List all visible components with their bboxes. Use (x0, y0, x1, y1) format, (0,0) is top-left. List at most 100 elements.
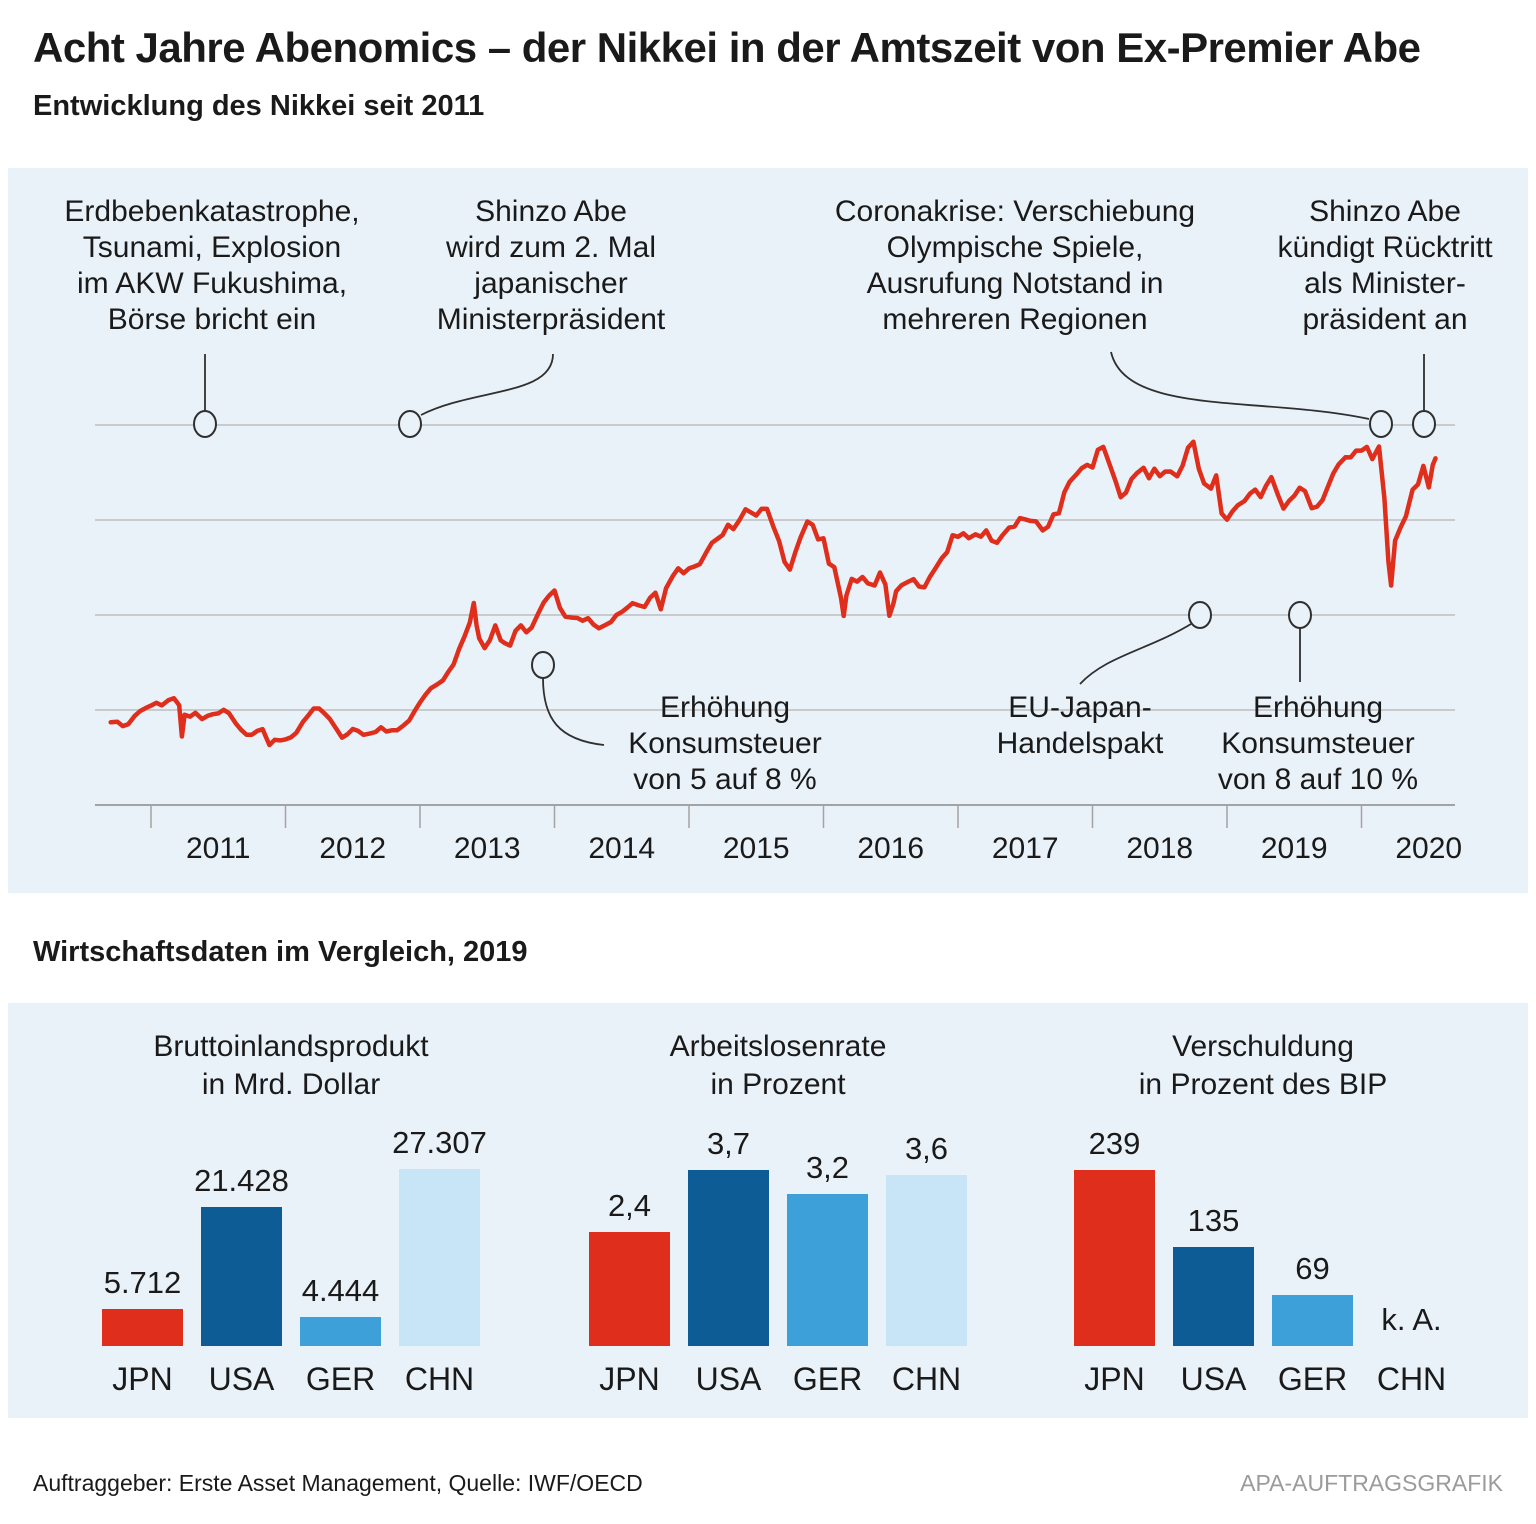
annotation-tax-8-10: Erhöhung Konsumsteuer von 8 auf 10 % (1173, 690, 1463, 798)
annotation-line: von 5 auf 8 % (633, 763, 817, 796)
bar-chart-title: Arbeitslosenrate in Prozent (568, 1028, 988, 1104)
source-credit: Auftraggeber: Erste Asset Management, Qu… (33, 1470, 643, 1496)
marker-fukushima (193, 410, 217, 438)
year-label: 2018 (1126, 832, 1194, 865)
leader-eu-japan (1079, 623, 1192, 685)
bar-value-label: 3,2 (805, 1150, 850, 1185)
leader-abe-second-term (420, 353, 554, 416)
marker-tax-8-10 (1288, 601, 1312, 629)
annotation-line: Erdbebenkatastrophe, (64, 195, 360, 228)
bar-value-label: 69 (1295, 1251, 1330, 1286)
leader-tax-5-8 (542, 677, 605, 746)
annotation-line: Konsumsteuer (628, 727, 822, 760)
nikkei-line-chart (95, 351, 1455, 828)
annotation-line: Olympische Spiele, (886, 231, 1144, 264)
bar-ger (787, 1194, 868, 1346)
annotation-line: Ausrufung Notstand in (866, 267, 1164, 300)
year-label: 2011 (185, 832, 251, 865)
bar-chart-title-line: in Mrd. Dollar (201, 1068, 381, 1101)
bar-usa (1173, 1247, 1254, 1346)
bar-chart-title-line: Bruttoinlandsprodukt (153, 1030, 429, 1063)
annotation-line: Börse bricht ein (107, 303, 317, 336)
annotation-abe-second-term: Shinzo Abe wird zum 2. Mal japanischer M… (391, 194, 711, 338)
bar-chart-title-line: in Prozent des BIP (1138, 1068, 1388, 1101)
annotation-line: Coronakrise: Verschiebung (834, 195, 1196, 228)
bar-usa (688, 1170, 769, 1346)
bar-category-label: GER (1277, 1361, 1348, 1397)
annotation-line: präsident an (1302, 303, 1468, 336)
year-label: 2014 (588, 832, 656, 865)
bar-value-label: 239 (1088, 1126, 1141, 1161)
bar-category-label: CHN (1376, 1361, 1447, 1397)
year-label: 2017 (991, 832, 1059, 865)
annotation-line: im AKW Fukushima, (76, 267, 348, 300)
annotation-corona: Coronakrise: Verschiebung Olympische Spi… (800, 194, 1230, 338)
bar-category-label: JPN (112, 1361, 173, 1397)
annotation-leader-lines (204, 351, 1425, 746)
marker-corona (1369, 410, 1393, 438)
bar-value-label: 3,6 (904, 1131, 949, 1166)
bar-category-label: GER (305, 1361, 376, 1397)
nikkei-series-line (108, 439, 1438, 748)
bar-category-label: JPN (599, 1361, 660, 1397)
nikkei-chart-panel: Erdbebenkatastrophe, Tsunami, Explosion … (8, 168, 1528, 893)
annotation-fukushima: Erdbebenkatastrophe, Tsunami, Explosion … (42, 194, 382, 338)
annotation-line: als Minister- (1304, 267, 1466, 300)
year-label: 2015 (722, 832, 790, 865)
bar-chart-title: Verschuldung in Prozent des BIP (1053, 1028, 1473, 1104)
bar-value-label: 135 (1187, 1203, 1240, 1238)
annotation-line: Konsumsteuer (1221, 727, 1415, 760)
bar-value-label: 4.444 (301, 1273, 380, 1308)
annotation-line: Shinzo Abe (475, 195, 627, 228)
annotation-abe-resignation: Shinzo Abe kündigt Rücktritt als Ministe… (1235, 194, 1535, 338)
marker-abe-second-term (398, 410, 422, 438)
marker-tax-5-8 (531, 651, 555, 679)
leader-corona (1110, 351, 1370, 420)
bar-value-label: 27.307 (392, 1125, 487, 1160)
bar-jpn (589, 1232, 670, 1346)
year-label: 2016 (857, 832, 925, 865)
bar-value-label: 5.712 (103, 1265, 182, 1300)
bar-chart-title-line: in Prozent (710, 1068, 846, 1101)
annotation-tax-5-8: Erhöhung Konsumsteuer von 5 auf 8 % (585, 690, 865, 798)
bar-category-label: USA (1180, 1361, 1247, 1397)
bar-chn (399, 1169, 480, 1346)
bar-usa (201, 1207, 282, 1346)
bar-ger (1272, 1295, 1353, 1346)
section-header: Wirtschaftsdaten im Vergleich, 2019 (33, 936, 528, 968)
annotation-line: Ministerpräsident (436, 303, 666, 336)
marker-eu-japan (1188, 601, 1212, 629)
bar-value-label: 2,4 (607, 1188, 652, 1223)
annotation-line: mehreren Regionen (882, 303, 1148, 336)
year-label: 2020 (1395, 832, 1463, 865)
bar-jpn (102, 1309, 183, 1346)
annotation-line: Handelspakt (996, 727, 1164, 760)
marker-abe-resignation (1412, 410, 1436, 438)
annotation-line: Erhöhung (659, 691, 791, 724)
annotation-line: EU-Japan- (1008, 691, 1152, 724)
bar-chart-title: Bruttoinlandsprodukt in Mrd. Dollar (81, 1028, 501, 1104)
annotation-line: japanischer (474, 267, 628, 300)
chart-subtitle: Entwicklung des Nikkei seit 2011 (33, 90, 485, 122)
bar-value-label: k. A. (1381, 1302, 1442, 1337)
year-label: 2013 (453, 832, 521, 865)
event-markers (193, 410, 1436, 679)
annotation-line: Erhöhung (1252, 691, 1384, 724)
bar-category-label: USA (208, 1361, 275, 1397)
annotation-line: kündigt Rücktritt (1277, 231, 1493, 264)
bar-value-label: 3,7 (706, 1126, 751, 1161)
bar-chart-title-line: Arbeitslosenrate (669, 1030, 887, 1063)
annotation-line: wird zum 2. Mal (445, 231, 657, 264)
page-title: Acht Jahre Abenomics – der Nikkei in der… (33, 24, 1421, 71)
year-label: 2019 (1260, 832, 1328, 865)
agency-credit: APA-AUFTRAGSGRAFIK (1240, 1470, 1503, 1496)
gridlines (95, 424, 1455, 828)
annotation-line: von 8 auf 10 % (1217, 763, 1419, 796)
bar-category-label: CHN (891, 1361, 962, 1397)
bar-charts-panel: Bruttoinlandsprodukt in Mrd. Dollar 5.712 J… (8, 1003, 1528, 1418)
bar-category-label: USA (695, 1361, 762, 1397)
bar-jpn (1074, 1170, 1155, 1346)
bar-chart-title-line: Verschuldung (1172, 1030, 1354, 1063)
year-label: 2012 (319, 832, 387, 865)
